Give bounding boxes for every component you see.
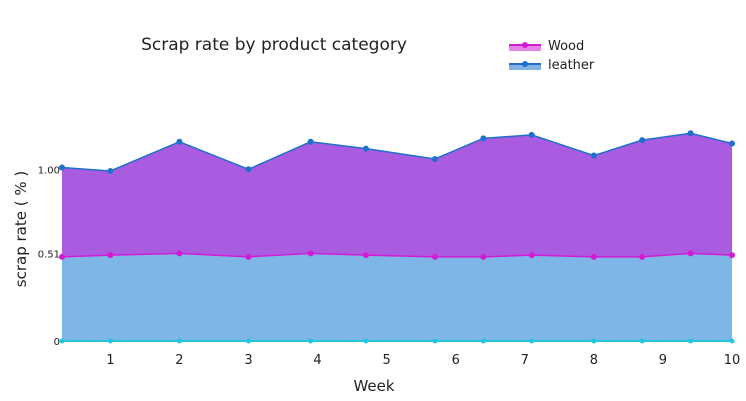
point-wood [107,252,114,259]
point-leather [176,138,183,145]
baseline-point [480,338,486,344]
legend-marker [522,61,528,67]
y-tick-label: 0 [54,337,60,348]
x-tick-label: 8 [590,353,598,368]
legend: Wood leather [509,39,595,73]
x-tick-label: 3 [244,353,252,368]
x-axis-label: Week [353,377,394,395]
y-axis: 0 0.51 1.00 [38,165,60,348]
point-wood [362,252,369,259]
y-axis-label: scrap rate ( % ) [12,171,30,287]
point-leather [639,137,646,144]
point-leather [729,140,735,147]
y-tick-label: 1.00 [38,165,60,176]
point-wood [307,250,314,257]
point-leather [107,167,114,174]
point-wood [528,252,535,259]
point-leather [431,155,438,162]
point-wood [639,253,646,260]
baseline-point [245,338,251,344]
baseline-point [432,338,438,344]
point-leather [59,164,65,171]
area-leather [62,133,732,257]
legend-label: Wood [548,39,584,54]
legend-marker [522,42,528,48]
x-axis: 1 2 3 4 5 6 7 8 9 10 [106,353,740,368]
point-wood [59,253,65,260]
plot-area [59,130,735,344]
x-tick-label: 7 [521,353,529,368]
point-wood [176,250,183,257]
baseline-point [363,338,369,344]
x-tick-label: 1 [106,353,114,368]
baseline-point [176,338,182,344]
y-tick-label: 0.51 [38,249,60,260]
x-tick-label: 9 [659,353,667,368]
chart-title: Scrap rate by product category [141,35,407,55]
point-wood [590,253,597,260]
baseline-point [529,338,535,344]
x-tick-label: 2 [175,353,183,368]
baseline-point [688,338,694,344]
point-leather [590,152,597,159]
x-tick-label: 4 [313,353,321,368]
point-wood [687,250,694,257]
point-leather [480,135,487,142]
baseline-point [308,338,314,344]
x-tick-label: 10 [724,353,741,368]
baseline-point [729,338,735,344]
baseline-point [591,338,597,344]
baseline-point [59,338,65,344]
legend-label: leather [548,58,595,73]
point-leather [307,138,314,145]
point-wood [245,253,252,260]
area-wood [62,253,732,341]
point-leather [362,145,369,152]
baseline-point [639,338,645,344]
point-leather [528,131,535,138]
x-tick-label: 6 [452,353,460,368]
baseline-point [107,338,113,344]
point-wood [729,252,735,259]
point-leather [245,166,252,173]
point-wood [480,253,487,260]
x-tick-label: 5 [382,353,390,368]
point-leather [687,130,694,137]
point-wood [431,253,438,260]
